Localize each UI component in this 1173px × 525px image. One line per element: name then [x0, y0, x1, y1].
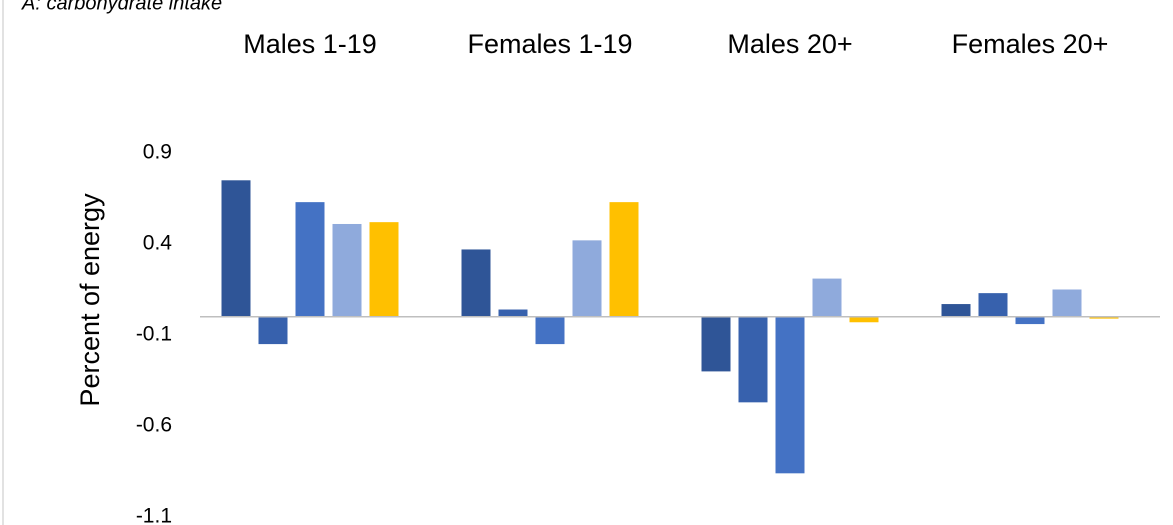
y-tick-label: -0.1 [136, 323, 172, 346]
y-axis-label: Percent of energy [75, 193, 105, 407]
bar [572, 240, 602, 317]
x-tick-label: Females 1-19 [467, 29, 632, 59]
bar [461, 249, 491, 317]
y-tick-label: -0.6 [136, 414, 172, 437]
bar [978, 293, 1008, 317]
x-tick-label: Females 20+ [952, 29, 1109, 59]
bar [258, 316, 288, 345]
chart-title: A: carbohydrate intake [21, 0, 222, 14]
bar [609, 202, 639, 317]
bar [535, 316, 565, 345]
y-tick-label: -1.1 [136, 505, 172, 525]
x-tick-label: Males 1-19 [243, 29, 377, 59]
bar [221, 180, 251, 317]
bar [701, 316, 731, 372]
y-tick-label: 0.4 [143, 232, 173, 255]
y-tick-label: 0.9 [143, 141, 172, 164]
chart-frame [2, 0, 4, 525]
bar [941, 304, 971, 317]
bar [332, 223, 362, 317]
bar [369, 222, 399, 317]
bar [738, 316, 768, 403]
bar [498, 309, 528, 317]
bar [849, 316, 879, 323]
bar [295, 202, 325, 317]
bar [1052, 289, 1082, 317]
bar [1089, 316, 1119, 319]
bar [812, 278, 842, 317]
bar [775, 316, 805, 474]
x-tick-label: Males 20+ [727, 29, 852, 59]
bar [1015, 316, 1045, 325]
